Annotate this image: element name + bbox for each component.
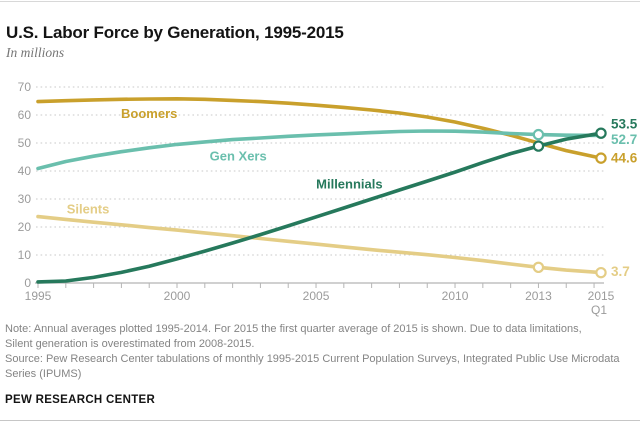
- y-axis-tick-label: 50: [18, 136, 32, 150]
- data-point-marker-millennials: [595, 127, 607, 139]
- chart-notes: Note: Annual averages plotted 1995-2014.…: [5, 322, 639, 382]
- series-line-silents: [36, 214, 603, 275]
- data-point-marker-gen-xers: [532, 128, 545, 141]
- source-line: Series (IPUMS): [5, 367, 82, 380]
- x-axis-tick-label: 2013: [525, 289, 552, 303]
- x-axis-tick-sublabel: Q1: [591, 303, 607, 317]
- labor-force-line-chart: 0 10 20 30 40 50 60 70 1995 2000 2005 2010 2013 2015Q…: [18, 80, 638, 317]
- data-point-marker-silents: [532, 261, 545, 274]
- data-point-marker-boomers: [595, 152, 607, 164]
- chart-subtitle: In millions: [6, 45, 65, 60]
- y-axis-tick-label: 30: [18, 192, 32, 206]
- pew-research-center-wordmark: PEW RESEARCH CENTER: [5, 394, 156, 406]
- bottom-divider: [0, 420, 640, 421]
- source-line: Source: Pew Research Center tabulations …: [5, 352, 620, 365]
- y-axis-tick-label: 40: [18, 164, 32, 178]
- series-label-millennials: Millennials: [316, 176, 382, 191]
- end-value-label-gen-xers: 52.7: [611, 132, 637, 147]
- data-point-marker-millennials: [532, 140, 545, 152]
- note-line: Note: Annual averages plotted 1995-2014.…: [5, 323, 582, 335]
- x-axis-tick-label: 1995: [25, 289, 52, 303]
- y-axis-tick-label: 10: [18, 248, 32, 262]
- series-label-boomers: Boomers: [121, 106, 177, 121]
- end-value-label-boomers: 44.6: [611, 151, 638, 166]
- series-line-gen-xers: [36, 129, 603, 171]
- x-axis-tick-label: 2010: [442, 289, 469, 303]
- end-value-label-silents: 3.7: [611, 264, 630, 279]
- note-line: Silent generation is overestimated from …: [5, 337, 255, 350]
- x-axis-tick-label: 2000: [164, 289, 191, 303]
- y-axis-tick-label: 70: [18, 80, 32, 94]
- data-point-marker-silents: [595, 266, 607, 279]
- x-axis-tick-label: 2015: [588, 289, 615, 303]
- end-value-label-millennials: 53.5: [611, 117, 638, 132]
- page-title: U.S. Labor Force by Generation, 1995-201…: [6, 23, 344, 43]
- series-label-gen-xers: Gen Xers: [210, 148, 267, 163]
- y-axis-tick-label: 60: [18, 108, 32, 122]
- y-axis-tick-label: 20: [18, 220, 32, 234]
- top-divider: [0, 1, 640, 2]
- series-label-silents: Silents: [67, 201, 110, 216]
- x-axis-tick-label: 2005: [303, 289, 330, 303]
- series-line-millennials: [36, 131, 603, 284]
- y-axis-tick-label: 0: [24, 276, 31, 290]
